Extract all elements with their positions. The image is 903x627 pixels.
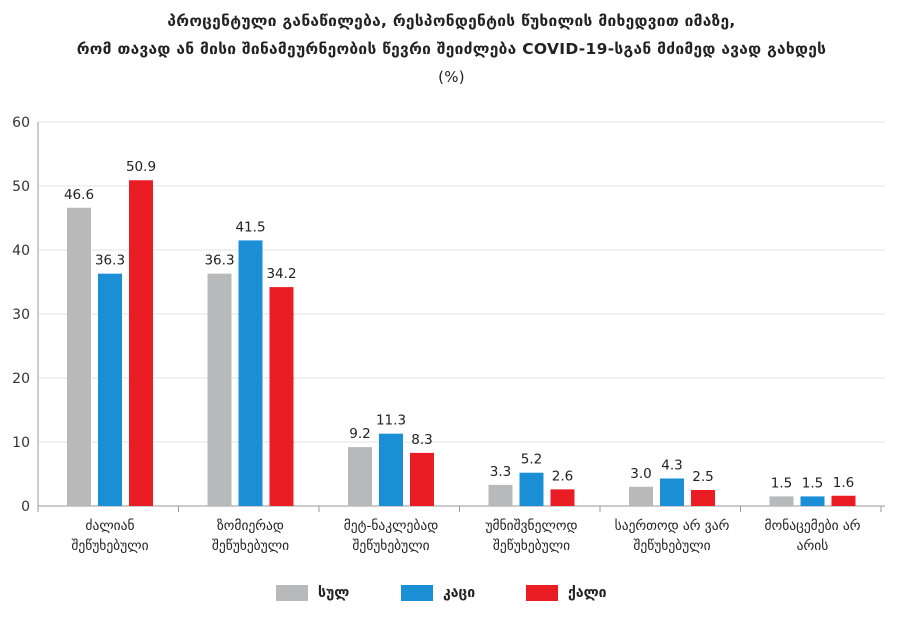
bar-value-label: 1.6 (833, 475, 854, 491)
legend-swatch-male (401, 585, 433, 601)
bar-value-label: 1.5 (802, 475, 823, 491)
x-category-label: არის (797, 537, 829, 554)
bar-value-label: 2.6 (552, 468, 573, 484)
bar (629, 487, 653, 506)
bar-value-label: 8.3 (411, 432, 432, 448)
legend-item-total: სულ (276, 585, 349, 601)
bar-chart: 0 10 20 30 40 50 60 46.6 36.3 50.9 ძალიან შეწუხებულ… (0, 0, 903, 627)
x-category-label: შეწუხებული (633, 538, 710, 554)
x-category-label: ზომიერად (217, 517, 284, 534)
legend-item-female: ქალი (526, 585, 607, 601)
x-category-label: შეწუხებული (493, 538, 570, 554)
x-category-label: შეწუხებული (71, 538, 148, 554)
y-tick-label: 30 (12, 307, 30, 323)
bar (270, 287, 294, 506)
bar (379, 434, 403, 506)
x-category-label: ძალიან (85, 518, 134, 534)
bar-value-label: 34.2 (266, 266, 296, 282)
bar (660, 478, 684, 506)
bar-value-label: 46.6 (64, 187, 94, 203)
bar-value-label: 1.5 (771, 475, 792, 491)
y-tick-label: 40 (12, 243, 30, 259)
bar (67, 208, 91, 506)
x-category-label: მონაცემები არ (765, 517, 861, 534)
y-tick-label: 10 (12, 435, 30, 451)
y-tick-label: 0 (21, 499, 30, 515)
bar (98, 274, 122, 506)
bar-value-label: 50.9 (126, 159, 156, 175)
x-category-label: შეწუხებული (352, 538, 429, 554)
legend-label-male: კაცი (443, 585, 475, 601)
bar-value-label: 2.5 (692, 469, 713, 485)
bar (551, 489, 575, 506)
bar (348, 447, 372, 506)
bar (520, 473, 544, 506)
bar (489, 485, 513, 506)
bar (129, 180, 153, 506)
y-tick-label: 20 (12, 371, 30, 387)
bar (832, 496, 856, 506)
legend-label-total: სულ (318, 585, 349, 601)
x-category-label: მეტ-ნაკლებად (344, 518, 439, 534)
bar-value-label: 36.3 (204, 253, 234, 269)
bar-value-label: 3.3 (490, 464, 511, 480)
bar (770, 496, 794, 506)
legend-swatch-total (276, 585, 308, 601)
bar (208, 274, 232, 506)
bar (801, 496, 825, 506)
y-tick-label: 60 (12, 115, 30, 131)
x-category-label: უმნიშვნელოდ (486, 518, 578, 534)
y-tick-label: 50 (12, 179, 30, 195)
bar (239, 240, 263, 506)
bar-value-label: 3.0 (630, 466, 651, 482)
bar-value-label: 11.3 (376, 413, 406, 429)
bar-value-label: 9.2 (349, 426, 370, 442)
x-category-label: საერთოდ არ ვარ (615, 517, 730, 534)
bar (691, 490, 715, 506)
bar-value-label: 5.2 (521, 452, 542, 468)
legend-swatch-female (526, 585, 558, 601)
bar-value-label: 36.3 (95, 253, 125, 269)
legend-label-female: ქალი (568, 585, 607, 601)
bar-value-label: 4.3 (661, 457, 682, 473)
x-category-label: შეწუხებული (212, 538, 289, 554)
bar-value-label: 41.5 (235, 219, 265, 235)
legend-item-male: კაცი (401, 585, 475, 601)
bar (410, 453, 434, 506)
